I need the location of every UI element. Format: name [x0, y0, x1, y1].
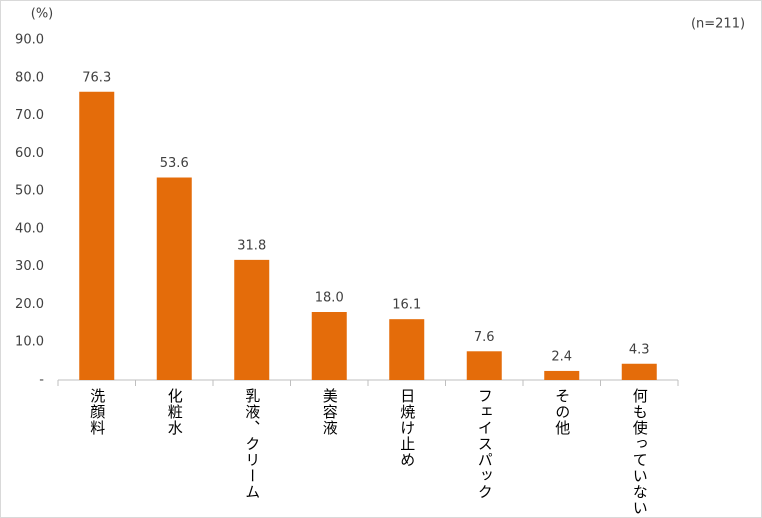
x-tick-label: 化粧水 — [166, 388, 184, 436]
bar — [311, 312, 347, 380]
y-unit: (%) — [31, 7, 54, 22]
value-label: 2.4 — [551, 349, 572, 364]
y-tick-label: 50.0 — [15, 184, 44, 199]
x-tick-label: 洗顔料 — [88, 388, 106, 436]
bar — [389, 319, 425, 380]
y-tick-label: - — [39, 373, 44, 388]
x-tick-label: 日焼け止め — [398, 388, 416, 468]
bar — [544, 370, 580, 380]
annotation: (n=211) — [691, 17, 745, 32]
y-tick-label: 20.0 — [15, 297, 44, 312]
y-tick-label: 70.0 — [15, 108, 44, 123]
x-tick-label: フェイスパック — [476, 388, 494, 500]
bar — [156, 177, 192, 380]
bar — [621, 363, 657, 380]
y-tick-label: 30.0 — [15, 259, 44, 274]
bar — [466, 351, 502, 380]
x-tick-label: 美容液 — [321, 388, 339, 436]
y-tick-label: 90.0 — [15, 33, 44, 48]
value-label: 53.6 — [160, 156, 189, 171]
y-tick-label: 60.0 — [15, 146, 44, 161]
value-label: 7.6 — [474, 330, 495, 345]
bar — [79, 91, 115, 380]
value-label: 31.8 — [237, 238, 266, 253]
value-label: 16.1 — [392, 298, 421, 313]
x-tick-label: その他 — [553, 388, 571, 436]
value-label: 18.0 — [315, 291, 344, 306]
bar — [234, 259, 270, 380]
y-tick-label: 10.0 — [15, 335, 44, 350]
x-tick-label: 乳液、クリーム — [243, 388, 261, 500]
value-label: 76.3 — [82, 70, 111, 85]
y-tick-label: 80.0 — [15, 70, 44, 85]
y-tick-label: 40.0 — [15, 221, 44, 236]
value-label: 4.3 — [629, 342, 650, 357]
x-tick-label: 何も使っていない — [631, 388, 649, 516]
